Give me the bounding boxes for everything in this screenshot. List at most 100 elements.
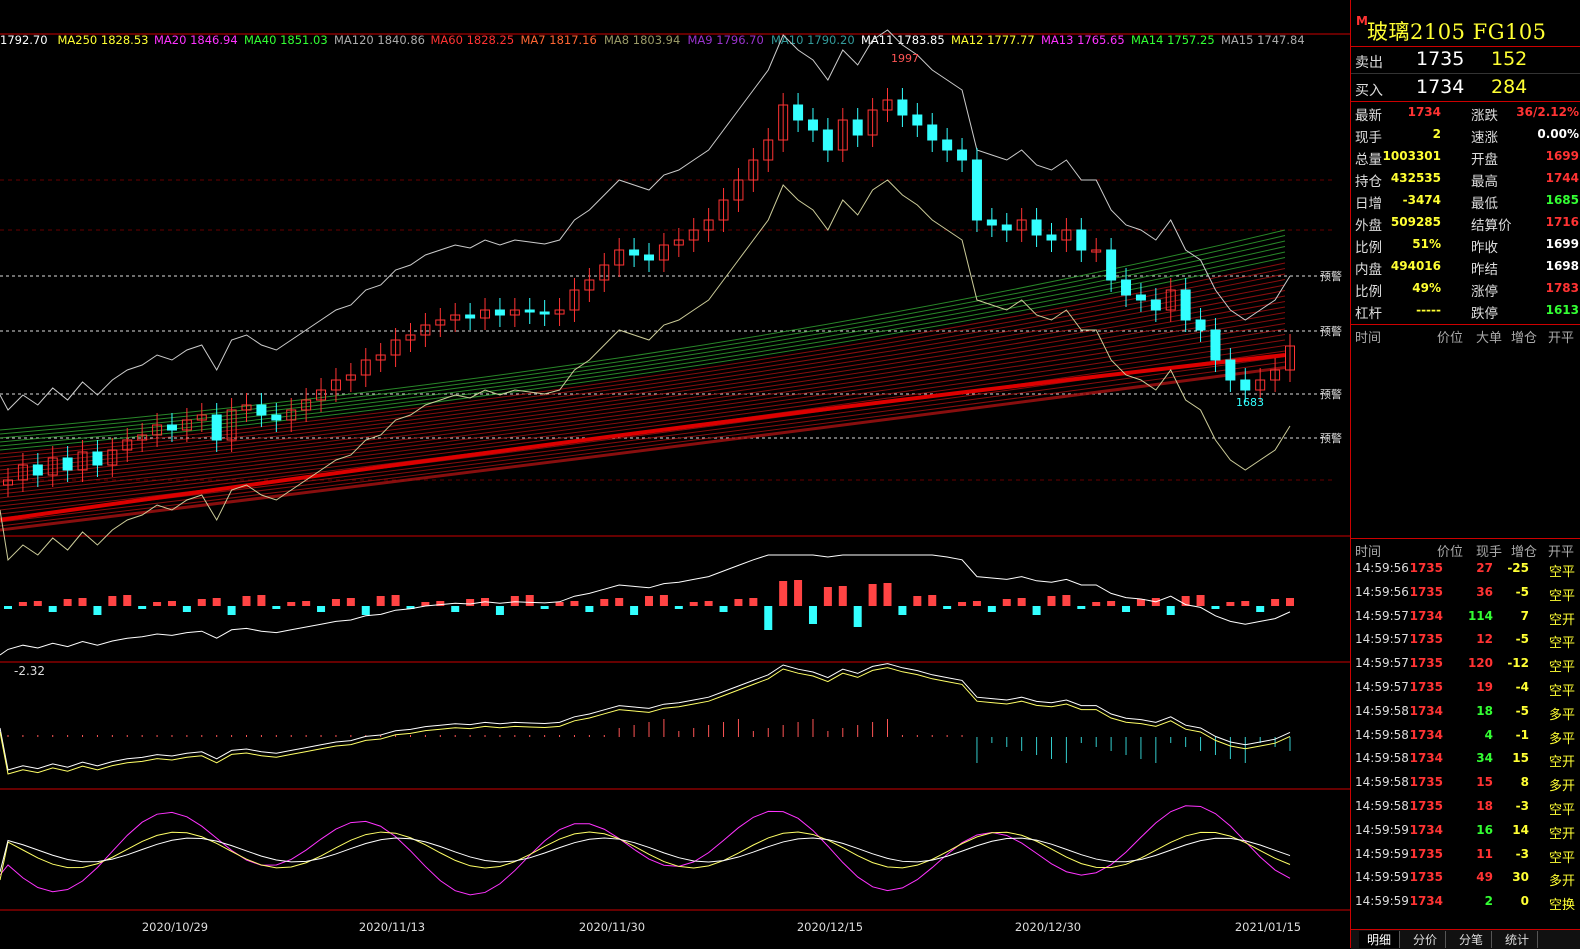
candle-body bbox=[897, 99, 908, 116]
date-label: 2021/01/15 bbox=[1235, 920, 1301, 934]
candle-body bbox=[166, 424, 177, 431]
tick-row[interactable]: 14:59:59 1734 16 14 空开 bbox=[1351, 819, 1580, 843]
tick-row[interactable]: 14:59:57 1734 114 7 空开 bbox=[1351, 605, 1580, 629]
tick-open-close-type: 空开 bbox=[1549, 826, 1576, 842]
volume-bar bbox=[659, 595, 668, 606]
tab-0[interactable]: 明细 bbox=[1359, 931, 1400, 948]
candle-body bbox=[539, 311, 550, 315]
volume-bar bbox=[317, 606, 326, 612]
stat-row: 日增 -3474 最低 1685 bbox=[1351, 189, 1580, 212]
ma-line bbox=[0, 279, 1286, 467]
tick-open-close-type: 空开 bbox=[1549, 612, 1576, 628]
date-label: 2020/10/29 bbox=[142, 920, 208, 934]
candle-body bbox=[420, 324, 431, 336]
candle-body bbox=[1091, 249, 1102, 253]
volume-bar bbox=[1181, 596, 1190, 606]
stat-label: 最低 bbox=[1471, 196, 1498, 212]
volume-bar bbox=[898, 606, 907, 615]
stat-label: 开盘 bbox=[1471, 152, 1498, 168]
quote-stats-table: 最新 1734 涨跌 36/2.12% 现手 2 速涨 0.00% 总量 1003301 开盘 169… bbox=[1351, 101, 1580, 322]
candle-body bbox=[1225, 359, 1236, 381]
candle-body bbox=[375, 354, 386, 361]
candle-body bbox=[1076, 229, 1087, 251]
kline-chart[interactable]: 1792.70 MA250 1828.53 MA20 1846.94 MA40 185… bbox=[0, 0, 1350, 948]
candle-body bbox=[986, 219, 997, 226]
volume-bar bbox=[421, 602, 430, 606]
tick-volume: 114 bbox=[1467, 608, 1493, 623]
tick-price: 1735 bbox=[1409, 656, 1443, 671]
tab-3[interactable]: 统计 bbox=[1497, 931, 1538, 948]
upper-band bbox=[0, 29, 1291, 411]
tick-row[interactable]: 14:59:58 1735 15 8 多开 bbox=[1351, 771, 1580, 795]
ma-line bbox=[0, 328, 1286, 503]
volume-bar bbox=[391, 595, 400, 606]
tick-row[interactable]: 14:59:59 1735 49 30 多开 bbox=[1351, 866, 1580, 890]
candle-body bbox=[137, 434, 148, 441]
ma-line bbox=[0, 323, 1286, 499]
tick-row[interactable]: 14:59:57 1735 120 -12 空平 bbox=[1351, 652, 1580, 676]
volume-bar bbox=[1226, 602, 1235, 606]
tick-volume: 19 bbox=[1476, 679, 1493, 694]
volume-bar bbox=[600, 599, 609, 606]
candle-body bbox=[1001, 224, 1012, 231]
tick-open-close-type: 多平 bbox=[1549, 731, 1576, 747]
candle-body bbox=[480, 309, 491, 319]
tick-row[interactable]: 14:59:58 1734 18 -5 多平 bbox=[1351, 700, 1580, 724]
tick-row[interactable]: 14:59:59 1734 2 0 空换 bbox=[1351, 890, 1580, 914]
tick-list-header: 时间 价位 现手 增仓 开平 bbox=[1351, 538, 1580, 560]
sell-quote-row[interactable]: 卖出 1735 152 bbox=[1351, 47, 1580, 74]
stat-label: 现手 bbox=[1355, 130, 1382, 146]
candle-body bbox=[927, 124, 938, 141]
tick-row[interactable]: 14:59:57 1735 19 -4 空平 bbox=[1351, 676, 1580, 700]
alert-label: 预警 bbox=[1320, 324, 1342, 338]
stat-label: 持仓 bbox=[1355, 174, 1382, 190]
candle-body bbox=[345, 374, 356, 381]
tick-volume: 18 bbox=[1476, 798, 1493, 813]
volume-bar bbox=[510, 596, 519, 606]
ma-label: MA12 1777.77 bbox=[951, 33, 1035, 47]
ma-line bbox=[0, 290, 1286, 475]
stat-label: 最新 bbox=[1355, 108, 1382, 124]
tick-open-close-type: 空平 bbox=[1549, 636, 1576, 652]
tick-price: 1735 bbox=[1409, 775, 1443, 790]
tick-list[interactable]: 14:59:56 1735 27 -25 空平 14:59:56 1735 36 -5 空平 14:… bbox=[1351, 557, 1580, 914]
tick-row[interactable]: 14:59:58 1734 4 -1 多平 bbox=[1351, 724, 1580, 748]
candle-body bbox=[554, 309, 565, 315]
stat-value: 1744 bbox=[1545, 171, 1579, 185]
candle-body bbox=[435, 319, 446, 326]
tick-row[interactable]: 14:59:56 1735 36 -5 空平 bbox=[1351, 581, 1580, 605]
high-label: 1997 bbox=[891, 52, 919, 65]
tab-1[interactable]: 分价 bbox=[1405, 931, 1446, 948]
tick-row[interactable]: 14:59:58 1734 34 15 空开 bbox=[1351, 747, 1580, 771]
ma-line bbox=[0, 317, 1286, 495]
tick-price: 1735 bbox=[1409, 561, 1443, 575]
contract-title[interactable]: 玻璃2105 FG105 bbox=[1367, 20, 1547, 44]
tick-volume: 36 bbox=[1476, 584, 1493, 599]
stat-label: 日增 bbox=[1355, 196, 1382, 212]
volume-bar bbox=[838, 586, 847, 606]
tab-2[interactable]: 分笔 bbox=[1451, 931, 1492, 948]
tick-row[interactable]: 14:59:56 1735 27 -25 空平 bbox=[1351, 557, 1580, 581]
candle-body bbox=[778, 104, 789, 141]
candle-body bbox=[658, 244, 669, 261]
kdj-k-line bbox=[0, 837, 1291, 873]
ma-line bbox=[0, 268, 1286, 459]
candle-body bbox=[226, 409, 237, 441]
tick-row[interactable]: 14:59:58 1735 18 -3 空平 bbox=[1351, 795, 1580, 819]
volume-bar bbox=[18, 602, 27, 606]
volume-bar bbox=[913, 596, 922, 606]
tick-row[interactable]: 14:59:59 1735 11 -3 空平 bbox=[1351, 843, 1580, 867]
volume-bar bbox=[451, 606, 460, 612]
volume-bar bbox=[466, 599, 475, 606]
candle-body bbox=[1195, 319, 1206, 331]
buy-quote-row[interactable]: 买入 1734 284 bbox=[1351, 75, 1580, 102]
tick-oi-change: -4 bbox=[1515, 679, 1529, 694]
column-header: 时间 bbox=[1355, 331, 1382, 346]
candle-body bbox=[152, 424, 163, 436]
stat-value: 1783 bbox=[1545, 281, 1579, 295]
tick-row[interactable]: 14:59:57 1735 12 -5 空平 bbox=[1351, 628, 1580, 652]
lower-band bbox=[0, 179, 1291, 562]
volume-bar bbox=[167, 601, 176, 606]
ma-line bbox=[0, 312, 1286, 491]
column-header: 开平 bbox=[1548, 545, 1575, 560]
